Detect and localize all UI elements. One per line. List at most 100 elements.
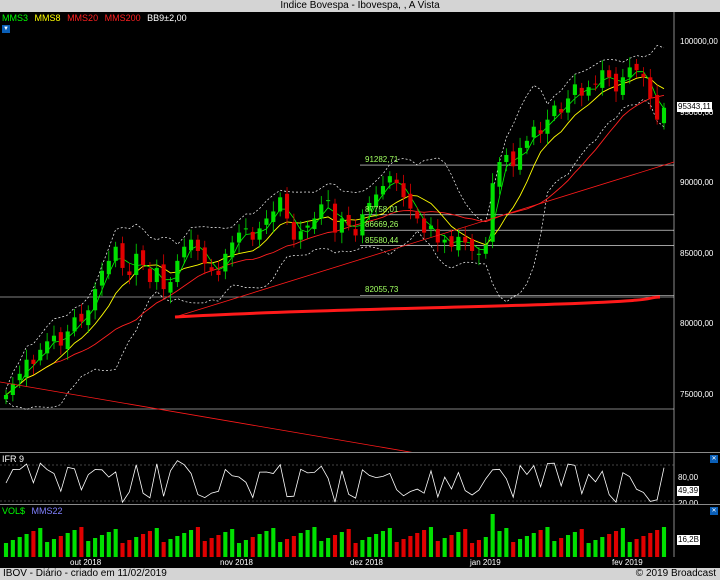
close-icon[interactable]: ✕ — [710, 507, 718, 515]
candle-body — [579, 87, 584, 96]
volume-bar — [394, 542, 399, 557]
ifr-readout: 49,39 — [677, 486, 700, 496]
candle-body — [58, 332, 63, 346]
candle-body — [10, 383, 15, 395]
volume-bar — [134, 537, 139, 557]
volume-bar — [504, 528, 509, 557]
mms200-line — [174, 295, 661, 319]
candle-body — [243, 228, 248, 230]
volume-bar — [559, 538, 564, 557]
candle-body — [374, 194, 379, 207]
candle-body — [209, 267, 214, 271]
candle-body — [45, 341, 50, 354]
volume-bar — [524, 536, 529, 557]
volume-bar — [428, 527, 434, 557]
chevron-down-icon[interactable]: ▼ — [2, 25, 10, 33]
candle-body — [524, 140, 529, 148]
candle-body — [278, 197, 283, 212]
candle-body — [401, 183, 406, 198]
price-chart — [0, 12, 675, 452]
last-price-readout: 95343,11 — [677, 102, 712, 112]
candle-body — [120, 243, 125, 268]
ifr-tick-20: 20,00 — [678, 499, 698, 508]
volume-label: VOL$ — [2, 506, 26, 516]
candle-body — [511, 151, 516, 167]
candle-body — [504, 154, 509, 163]
volume-bar — [45, 542, 50, 557]
candle-body — [141, 250, 146, 266]
volume-bar — [586, 543, 591, 557]
price-pane[interactable]: MMS3 MMS8 MMS20 MMS200 BB9±2,00 ▼ 100000… — [0, 12, 720, 452]
volume-bar — [161, 542, 166, 557]
volume-bar — [367, 537, 372, 557]
candle-body — [490, 183, 495, 242]
volume-bar — [552, 541, 557, 557]
volume-bar — [490, 514, 495, 557]
volume-bar — [627, 542, 632, 557]
volume-bar — [374, 534, 379, 557]
ifr-pane[interactable]: IFR 9 ✕ 80,00 49,39 20,00 — [0, 452, 720, 508]
level-label: 85580,44 — [365, 235, 399, 245]
candle-body — [284, 193, 290, 219]
volume-bar — [31, 531, 36, 557]
volume-bar — [250, 537, 255, 557]
volume-bar — [141, 534, 146, 557]
price-tick-95000: 95000,00 — [680, 108, 714, 117]
candle-body — [93, 289, 98, 311]
candle-body — [339, 218, 344, 233]
candle-body — [518, 147, 523, 170]
candle-body — [531, 126, 536, 138]
bollinger-upper — [5, 45, 665, 390]
candle-body — [476, 253, 481, 255]
level-label: 86669,26 — [365, 220, 399, 230]
volume-bar — [24, 534, 29, 557]
candle-body — [298, 231, 303, 240]
candle-body — [99, 270, 105, 286]
volume-bar — [127, 540, 132, 557]
level-label: 87758,01 — [365, 204, 399, 214]
volume-bar — [243, 540, 248, 557]
volume-bar — [456, 532, 461, 557]
volume-bar — [86, 541, 91, 557]
close-icon[interactable]: ✕ — [710, 455, 718, 463]
candle-body — [572, 84, 577, 95]
candle-body — [661, 107, 667, 124]
candle-body — [154, 267, 159, 283]
candle-body — [17, 373, 22, 381]
candle-body — [497, 162, 502, 187]
time-tick-dez: dez 2018 — [350, 558, 383, 567]
candle-body — [113, 246, 118, 261]
candle-body — [216, 270, 221, 275]
volume-bar — [435, 541, 440, 557]
time-tick-nov: nov 2018 — [220, 558, 253, 567]
candle-body — [195, 239, 200, 251]
window-title: Indice Bovespa - Ibovespa, , A Vista — [0, 0, 720, 12]
volume-bar — [147, 531, 152, 557]
time-tick-out: out 2018 — [70, 558, 102, 567]
bollinger-lower — [5, 98, 665, 411]
volume-bar — [360, 540, 365, 557]
volume-bar — [3, 543, 9, 557]
volume-chart — [3, 505, 675, 557]
volume-pane[interactable]: VOL$ MMS22 ✕ 16,2B — [0, 504, 720, 557]
candle-body — [613, 73, 619, 92]
volume-bar — [346, 529, 351, 557]
volume-bar — [641, 536, 646, 557]
volume-bar — [511, 542, 516, 557]
volume-bar — [661, 527, 667, 557]
candle-body — [79, 313, 84, 322]
candle-body — [147, 268, 152, 283]
candle-body — [182, 246, 187, 258]
volume-readout: 16,2B — [677, 535, 700, 545]
volume-bar — [202, 541, 207, 557]
volume-bar — [291, 536, 296, 557]
candle-body — [250, 231, 255, 240]
candle-body — [620, 77, 625, 95]
volume-bar — [326, 538, 331, 557]
volume-bar — [236, 543, 242, 557]
volume-bar — [278, 542, 283, 557]
volume-bar — [195, 527, 200, 557]
volume-bar — [607, 534, 612, 557]
candle-body — [600, 70, 605, 88]
volume-bar — [600, 537, 605, 557]
